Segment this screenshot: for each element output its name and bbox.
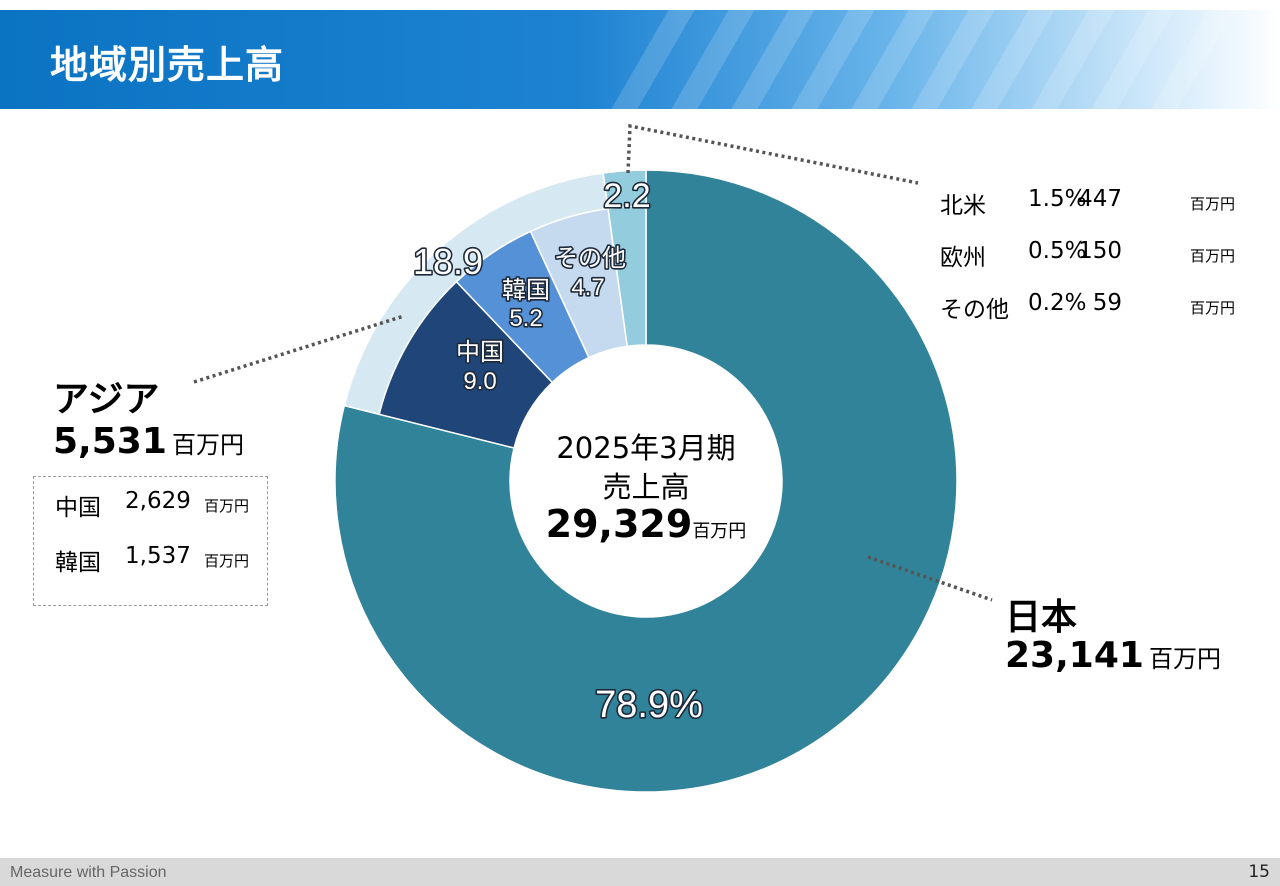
asia-breakdown-box bbox=[33, 476, 268, 606]
japan-name: 日本 bbox=[1005, 597, 1078, 638]
slice-name-china: 中国 bbox=[456, 339, 504, 366]
leader-line-asia bbox=[193, 314, 405, 384]
other-row-misc-pct: 0.2% bbox=[1028, 290, 1087, 316]
japan-value: 23,141 bbox=[1005, 635, 1144, 676]
other-row-eu-value: 150 bbox=[1078, 238, 1122, 264]
other-row-na-unit: 百万円 bbox=[1190, 195, 1236, 213]
center-total-unit: 百万円 bbox=[692, 521, 747, 542]
other-row-eu-pct: 0.5% bbox=[1028, 238, 1087, 264]
slice-labels: 78.9% 18.9 2.2 中国 9.0 韓国 5.2 その他 4.7 bbox=[411, 175, 704, 727]
inner-ring bbox=[378, 205, 647, 449]
japan-unit: 百万円 bbox=[1149, 645, 1222, 673]
slice-name-korea: 韓国 bbox=[502, 277, 550, 304]
footer-bar: Measure with Passion 15 bbox=[0, 858, 1280, 886]
page-title: 地域別売上高 bbox=[50, 43, 285, 87]
slice-name-other: その他 bbox=[554, 245, 626, 272]
asia-row-korea-value: 1,537 bbox=[125, 543, 191, 569]
center-label: 売上高 bbox=[602, 470, 690, 504]
asia-name: アジア bbox=[53, 379, 160, 420]
asia-row-china-unit: 百万円 bbox=[204, 497, 250, 515]
other-row-na-pct: 1.5% bbox=[1028, 186, 1087, 212]
asia-row-korea-name: 韓国 bbox=[55, 550, 101, 576]
other-row-na-value: 447 bbox=[1078, 186, 1122, 212]
japan-total: 23,141 百万円 bbox=[1005, 635, 1221, 676]
asia-total: 5,531 百万円 bbox=[53, 421, 244, 462]
footer-tagline: Measure with Passion bbox=[10, 864, 167, 881]
center-total: 29,329百万円 bbox=[508, 502, 784, 546]
slice-label-asia: 18.9 bbox=[413, 241, 483, 282]
other-row-misc-value: 59 bbox=[1092, 290, 1122, 316]
leader-line-other bbox=[626, 123, 919, 185]
other-row-na-name: 北米 bbox=[940, 193, 986, 219]
leader-line-japan bbox=[867, 555, 993, 602]
slice-label-korea: 5.2 bbox=[509, 305, 542, 332]
title-banner: 地域別売上高 bbox=[0, 10, 1280, 109]
center-total-value: 29,329 bbox=[545, 502, 693, 546]
asia-row-china-name: 中国 bbox=[55, 495, 101, 521]
slice-label-other: 2.2 bbox=[603, 177, 650, 215]
center-period: 2025年3月期 bbox=[556, 431, 736, 465]
other-row-eu-unit: 百万円 bbox=[1190, 247, 1236, 265]
asia-row-china-value: 2,629 bbox=[125, 488, 191, 514]
donut-hole bbox=[510, 345, 782, 617]
other-row-misc-unit: 百万円 bbox=[1190, 299, 1236, 317]
asia-unit: 百万円 bbox=[171, 431, 244, 459]
other-row-eu-name: 欧州 bbox=[940, 245, 986, 271]
slice-label-other-inner: 4.7 bbox=[571, 274, 604, 301]
asia-value: 5,531 bbox=[53, 421, 167, 462]
page-number: 15 bbox=[1248, 862, 1270, 882]
leader-lines bbox=[193, 123, 993, 602]
other-row-misc-name: その他 bbox=[940, 297, 1009, 323]
slice-label-japan: 78.9% bbox=[595, 684, 703, 726]
slice-label-china: 9.0 bbox=[463, 368, 496, 395]
asia-row-korea-unit: 百万円 bbox=[204, 552, 250, 570]
